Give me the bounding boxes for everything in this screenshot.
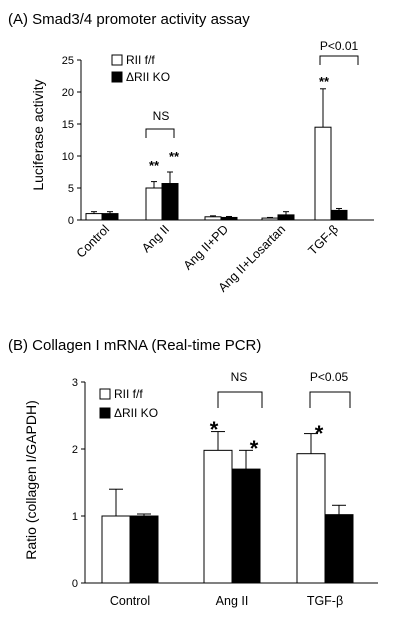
panel-b-title: (B) Collagen I mRNA (Real-time PCR): [8, 337, 261, 354]
bar: [204, 216, 222, 221]
panel-b: (B) Collagen I mRNA (Real-time PCR) Rati…: [8, 337, 378, 608]
x-tick-label: Control: [110, 594, 150, 608]
x-tick-label: TGF-β: [306, 222, 342, 258]
y-tick-label: 25: [62, 55, 74, 67]
bar: [330, 209, 348, 221]
panel-b-legend: RII f/f ΔRII KO: [99, 387, 158, 420]
legend-label-rii-ko: ΔRII KO: [114, 406, 158, 420]
legend-label-rii-ff: RII f/f: [126, 53, 155, 67]
bar: [203, 449, 233, 584]
significance-star: *: [315, 421, 324, 446]
significance-star: *: [210, 417, 219, 442]
bar: [129, 515, 159, 584]
y-tick-label: 15: [62, 119, 74, 131]
bar: [145, 187, 163, 221]
panel-b-plot-area: 0 1 2 3 Control Ang II TGF-β: [72, 377, 378, 608]
significance-stars: **: [169, 149, 180, 164]
legend-label-rii-ko: ΔRII KO: [126, 70, 170, 84]
ns-label: NS: [231, 370, 248, 384]
legend-swatch-rii-ko: [111, 71, 123, 83]
significance-stars: **: [149, 158, 160, 173]
p-value-label: P<0.01: [320, 39, 359, 53]
bar: [220, 216, 238, 221]
p-value-label: P<0.05: [310, 370, 349, 384]
bar: [101, 213, 119, 221]
ns-label: NS: [153, 109, 170, 123]
x-tick-label: TGF-β: [307, 594, 343, 608]
y-tick-label: 1: [72, 511, 78, 523]
significance-star: *: [250, 436, 259, 461]
x-tick-label: Ang II: [139, 222, 172, 255]
y-tick-label: 2: [72, 444, 78, 456]
y-tick-label: 5: [68, 183, 74, 195]
panel-a-title: (A) Smad3/4 promoter activity assay: [8, 11, 250, 28]
significance-stars: **: [319, 74, 330, 89]
y-tick-label: 3: [72, 377, 78, 389]
bar: [231, 468, 261, 584]
bar: [324, 514, 354, 584]
legend-swatch-rii-ff: [111, 54, 123, 66]
x-tick-label: Ang II+PD: [181, 222, 231, 272]
panel-b-y-axis-label: Ratio (collagen I/GAPDH): [23, 400, 39, 560]
panel-a-y-axis-label: Luciferase activity: [30, 79, 46, 190]
y-tick-label: 10: [62, 151, 74, 163]
legend-swatch-rii-ff: [99, 388, 111, 400]
y-tick-label: 0: [68, 215, 74, 227]
y-tick-label: 0: [72, 578, 78, 590]
bar: [277, 214, 295, 221]
bar: [261, 217, 279, 221]
ns-bracket: [217, 391, 263, 408]
ns-bracket: [145, 128, 175, 138]
x-tick-label: Control: [74, 222, 112, 260]
bar: [296, 453, 326, 584]
significance-bracket: [309, 391, 351, 408]
panel-b-annotations: NS * * P<0.05 *: [210, 370, 351, 461]
panel-a-legend: RII f/f ΔRII KO: [111, 53, 170, 84]
x-tick-label: Ang II: [216, 594, 249, 608]
legend-label-rii-ff: RII f/f: [114, 387, 143, 401]
bar: [101, 515, 131, 584]
significance-bracket: [319, 55, 359, 65]
panel-a-annotations: NS ** ** P<0.01 **: [145, 39, 359, 173]
bar: [161, 183, 179, 221]
bar: [85, 213, 103, 221]
bar: [314, 126, 332, 221]
panel-a: (A) Smad3/4 promoter activity assay Luci…: [8, 11, 374, 295]
y-tick-label: 20: [62, 87, 74, 99]
legend-swatch-rii-ko: [99, 407, 111, 419]
